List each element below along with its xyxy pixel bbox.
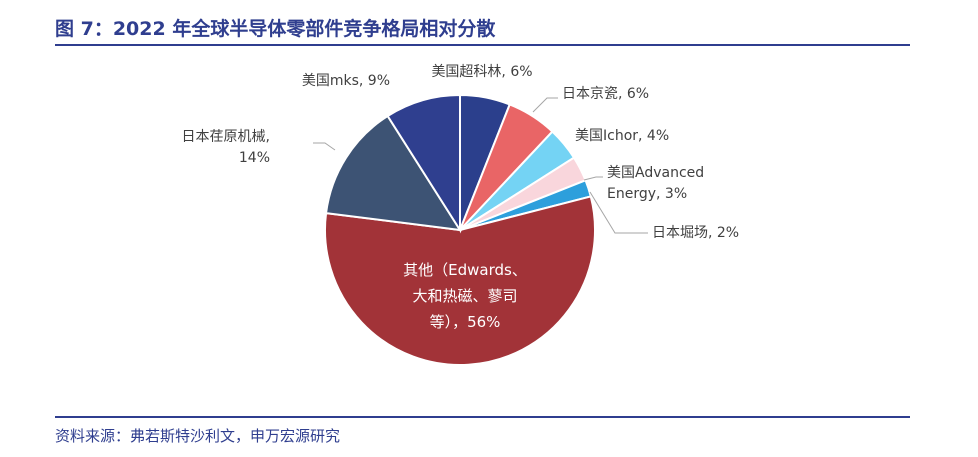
slice-label-2: 日本京瓷, 6% — [562, 86, 649, 102]
source-note: 资料来源：弗若斯特沙利文，申万宏源研究 — [55, 427, 341, 445]
slice-label-7: 日本荏原机械, 14% — [182, 129, 270, 166]
leader-line-7 — [313, 142, 336, 151]
footer-divider — [55, 416, 910, 418]
slice-label-5: 日本堀场, 2% — [652, 225, 739, 241]
pie-slice-6 — [324, 195, 596, 366]
pie-slice-8 — [386, 93, 461, 234]
chart-title: 图 7：2022 年全球半导体零部件竞争格局相对分散 — [55, 18, 496, 40]
leader-line-4 — [583, 176, 603, 181]
slice-label-8: 美国mks, 9% — [302, 73, 390, 89]
slice-label-3: 美国Ichor, 4% — [575, 128, 669, 144]
title-divider — [55, 44, 910, 46]
slice-label-6: 其他（Edwards、大和热磁、蓼司等），56% — [403, 261, 527, 331]
leader-line-5 — [589, 191, 648, 234]
slice-label-4: 美国Advanced Energy, 3% — [607, 165, 704, 202]
pie-slice-7 — [324, 114, 462, 232]
leader-line-2 — [532, 97, 558, 113]
slice-label-1: 美国超科林, 6% — [431, 64, 532, 80]
